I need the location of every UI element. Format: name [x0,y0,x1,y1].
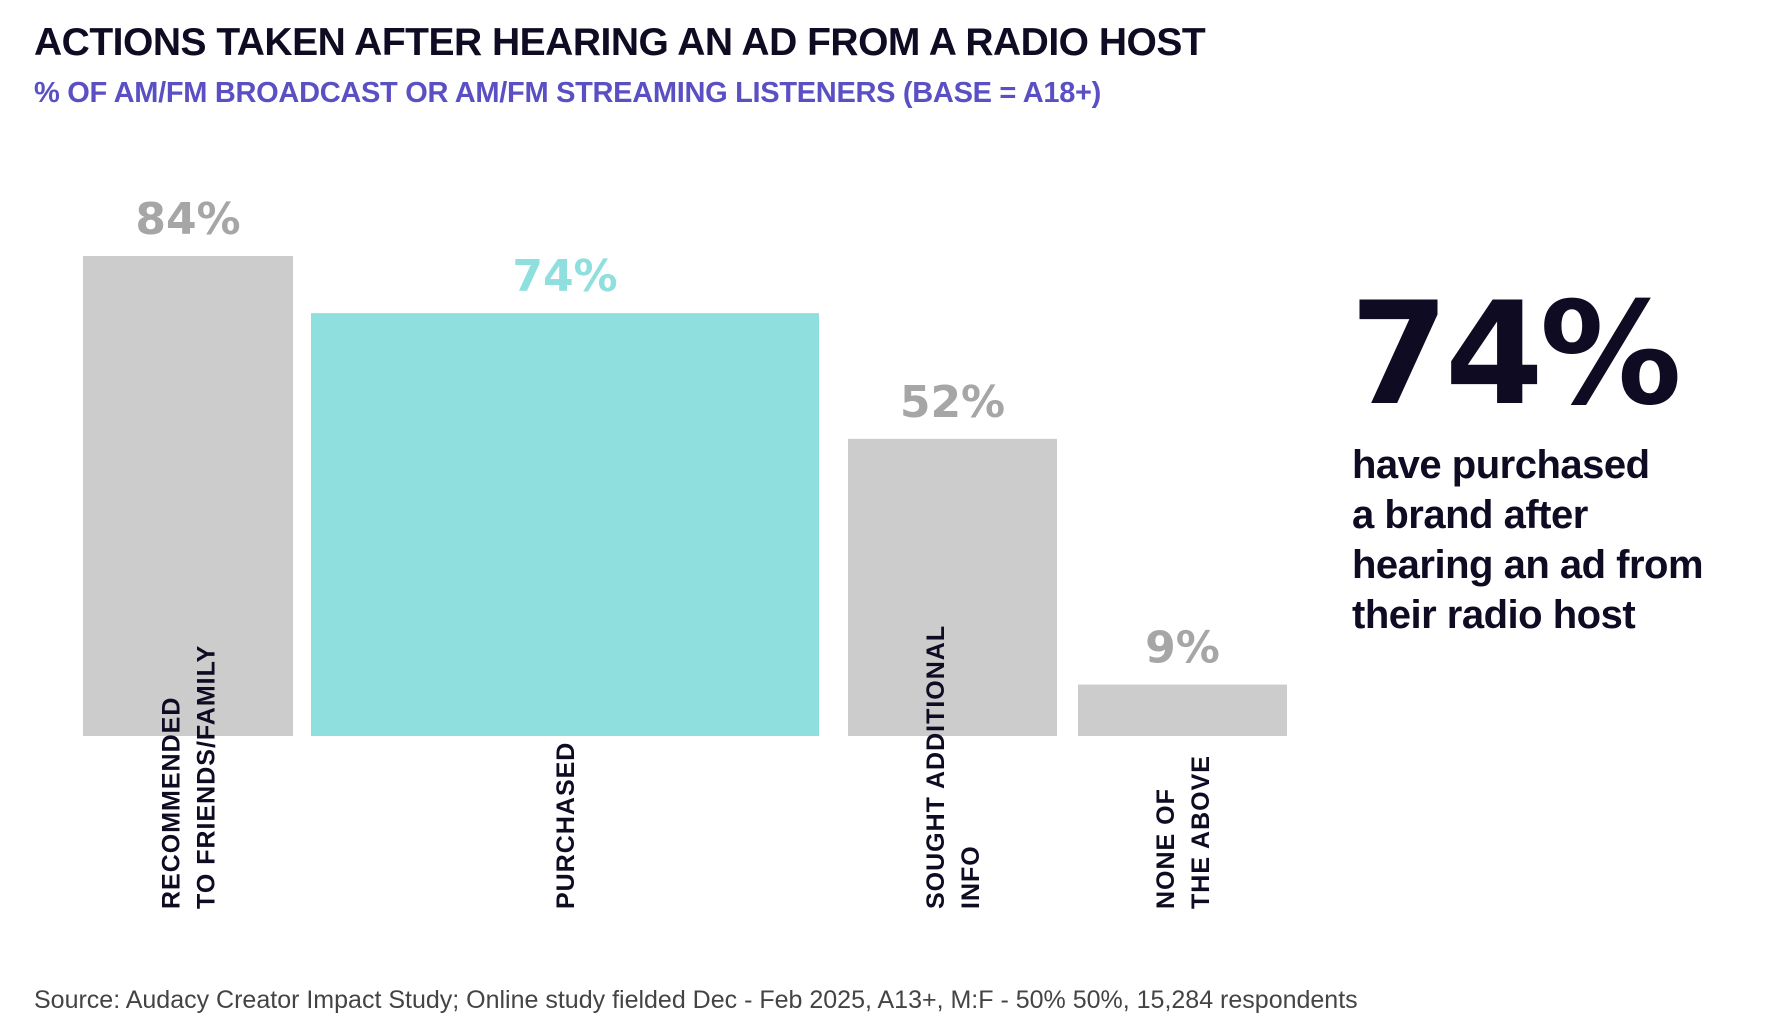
category-label: PURCHASED [552,742,580,909]
category-label: INFO [957,845,985,909]
category-label: RECOMMENDED [158,697,186,909]
category-label: THE ABOVE [1187,755,1215,909]
bar [1078,684,1287,736]
bar [848,438,1057,736]
chart-title: ACTIONS TAKEN AFTER HEARING AN AD FROM A… [34,21,1206,64]
bar-chart: 84% RECOMMENDED TO FRIENDS/FAMILY 74% PURCHA… [83,194,1287,909]
bar [311,313,819,736]
callout-line: hearing an ad from [1352,543,1704,587]
callout-line: have purchased [1352,443,1650,487]
source-note: Source: Audacy Creator Impact Study; Onl… [34,986,1358,1014]
callout-value: 74% [1350,272,1682,437]
chart-subtitle: % OF AM/FM BROADCAST OR AM/FM STREAMING … [34,77,1102,109]
data-label: 52% [900,377,1005,428]
data-label: 74% [512,251,617,302]
category-label: NONE OF [1152,788,1180,909]
data-label: 84% [135,194,240,245]
callout-text: have purchased a brand after hearing an … [1352,440,1777,640]
data-label: 9% [1145,623,1220,674]
category-label: TO FRIENDS/FAMILY [193,645,221,909]
callout-line: a brand after [1352,493,1588,537]
callout-line: their radio host [1352,593,1636,637]
category-label: SOUGHT ADDITIONAL [922,625,950,909]
bar [83,256,293,736]
